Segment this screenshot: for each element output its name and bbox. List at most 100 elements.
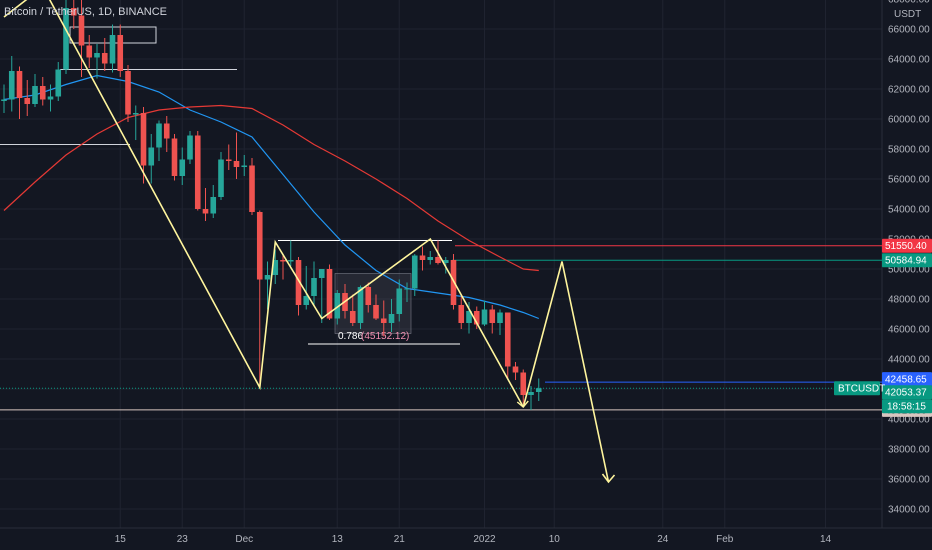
candle-body xyxy=(504,312,511,367)
candle-body xyxy=(132,113,139,115)
candle-body xyxy=(24,98,31,104)
countdown-label: 18:58:15 xyxy=(887,402,926,413)
y-tick-label: 58000.00 xyxy=(888,145,930,156)
candle-body xyxy=(520,372,527,395)
y-tick-label: 56000.00 xyxy=(888,175,930,186)
candle-body xyxy=(63,8,69,70)
symbol-tag: BTCUSDT xyxy=(838,384,885,395)
candle-body xyxy=(70,8,77,16)
candle-body xyxy=(94,53,100,58)
candle-body xyxy=(473,311,480,325)
candle-body xyxy=(334,293,341,319)
x-tick-label: 24 xyxy=(657,534,669,545)
candle-body xyxy=(489,309,496,323)
y-tick-label: 46000.00 xyxy=(888,325,930,336)
candle-body xyxy=(117,35,124,71)
projection-arrowhead xyxy=(601,473,616,484)
y-tick-label: 54000.00 xyxy=(888,205,930,216)
candle-body xyxy=(249,165,255,212)
candle-body xyxy=(435,257,441,263)
y-tick-label: 48000.00 xyxy=(888,295,930,306)
y-tick-label: 44000.00 xyxy=(888,355,930,366)
last_price-label-bg xyxy=(882,385,932,400)
candle-body xyxy=(280,260,286,262)
candle-body xyxy=(287,260,294,262)
candle-body xyxy=(365,287,372,305)
candle-body xyxy=(357,287,364,323)
x-tick-label: 10 xyxy=(549,534,561,545)
target-price-label: 50584.94 xyxy=(885,256,927,267)
candle-body xyxy=(512,366,519,373)
countdown-label-bg xyxy=(882,399,932,414)
candle-body xyxy=(326,269,333,319)
candle-body xyxy=(225,159,232,161)
candle-body xyxy=(202,209,209,214)
candle-body xyxy=(264,275,271,280)
candle-body xyxy=(373,305,379,319)
candle-body xyxy=(140,113,147,166)
candlesticks xyxy=(1,0,542,410)
candle-body xyxy=(163,123,170,139)
candle-body xyxy=(256,212,263,280)
candle-body xyxy=(396,288,403,314)
y-tick-label: 40000.00 xyxy=(888,415,930,426)
candle-body xyxy=(427,257,434,260)
slow-ma-line xyxy=(3,104,539,272)
y-tick-label: 64000.00 xyxy=(888,55,930,66)
candle-body xyxy=(233,161,240,167)
candle-body xyxy=(318,269,325,278)
time-axis[interactable]: 15 23 Dec 13 21 2022 10 24 Feb 14 xyxy=(115,534,832,545)
x-tick-label: 13 xyxy=(332,534,344,545)
candle-body xyxy=(241,165,248,167)
grid-lines xyxy=(0,0,932,529)
price-labels: 51550.4050584.9442458.6542053.3740610.30… xyxy=(834,238,932,417)
candle-body xyxy=(458,305,465,323)
candle-body xyxy=(349,311,356,323)
candle-body xyxy=(47,96,54,100)
level_blue-price-label: 42458.65 xyxy=(885,375,927,386)
candle-body xyxy=(109,35,116,64)
candle-body xyxy=(419,255,426,260)
candle-body xyxy=(156,123,162,148)
candle-body xyxy=(32,86,38,104)
chart-title: Bitcoin / TetherUS, 1D, BINANCE xyxy=(4,6,168,18)
projection-path xyxy=(522,261,610,483)
resistance-price-label: 51550.40 xyxy=(885,241,927,252)
resistance-label-bg xyxy=(882,238,932,253)
candle-body xyxy=(404,288,410,290)
candle-body xyxy=(171,138,178,176)
candle-body xyxy=(8,71,15,100)
candle-body xyxy=(442,260,449,263)
currency-label: USDT xyxy=(894,9,921,20)
y-tick-label: 50000.00 xyxy=(888,265,930,276)
y-tick-label: 36000.00 xyxy=(888,475,930,486)
candle-body xyxy=(78,15,85,46)
symbol-tag-bg xyxy=(834,381,880,396)
low-arrowhead xyxy=(516,400,529,408)
candle-body xyxy=(411,255,418,289)
x-tick-label: Dec xyxy=(235,534,253,545)
target-label-bg xyxy=(882,253,932,268)
candle-body xyxy=(466,311,472,323)
candle-body xyxy=(210,197,217,214)
fib-value-label: (45152.12) xyxy=(361,331,409,342)
candle-body xyxy=(187,135,193,160)
y-tick-label: 38000.00 xyxy=(888,445,930,456)
y-tick-label: 34000.00 xyxy=(888,505,930,516)
candle-body xyxy=(16,71,23,98)
last_price-price-label: 42053.37 xyxy=(885,388,927,399)
candle-body xyxy=(39,86,46,100)
drawn-path xyxy=(3,0,524,408)
candle-body xyxy=(497,312,503,323)
candle-body xyxy=(481,309,488,325)
candle-body xyxy=(528,392,534,395)
x-tick-label: 21 xyxy=(394,534,406,545)
x-tick-label: 2022 xyxy=(473,534,496,545)
candle-body xyxy=(179,159,186,176)
candle-body xyxy=(380,318,387,323)
candle-body xyxy=(194,135,201,209)
fib-ratio-label: 0.786 xyxy=(338,331,363,342)
candle-body xyxy=(311,278,317,296)
candle-body xyxy=(125,71,131,115)
